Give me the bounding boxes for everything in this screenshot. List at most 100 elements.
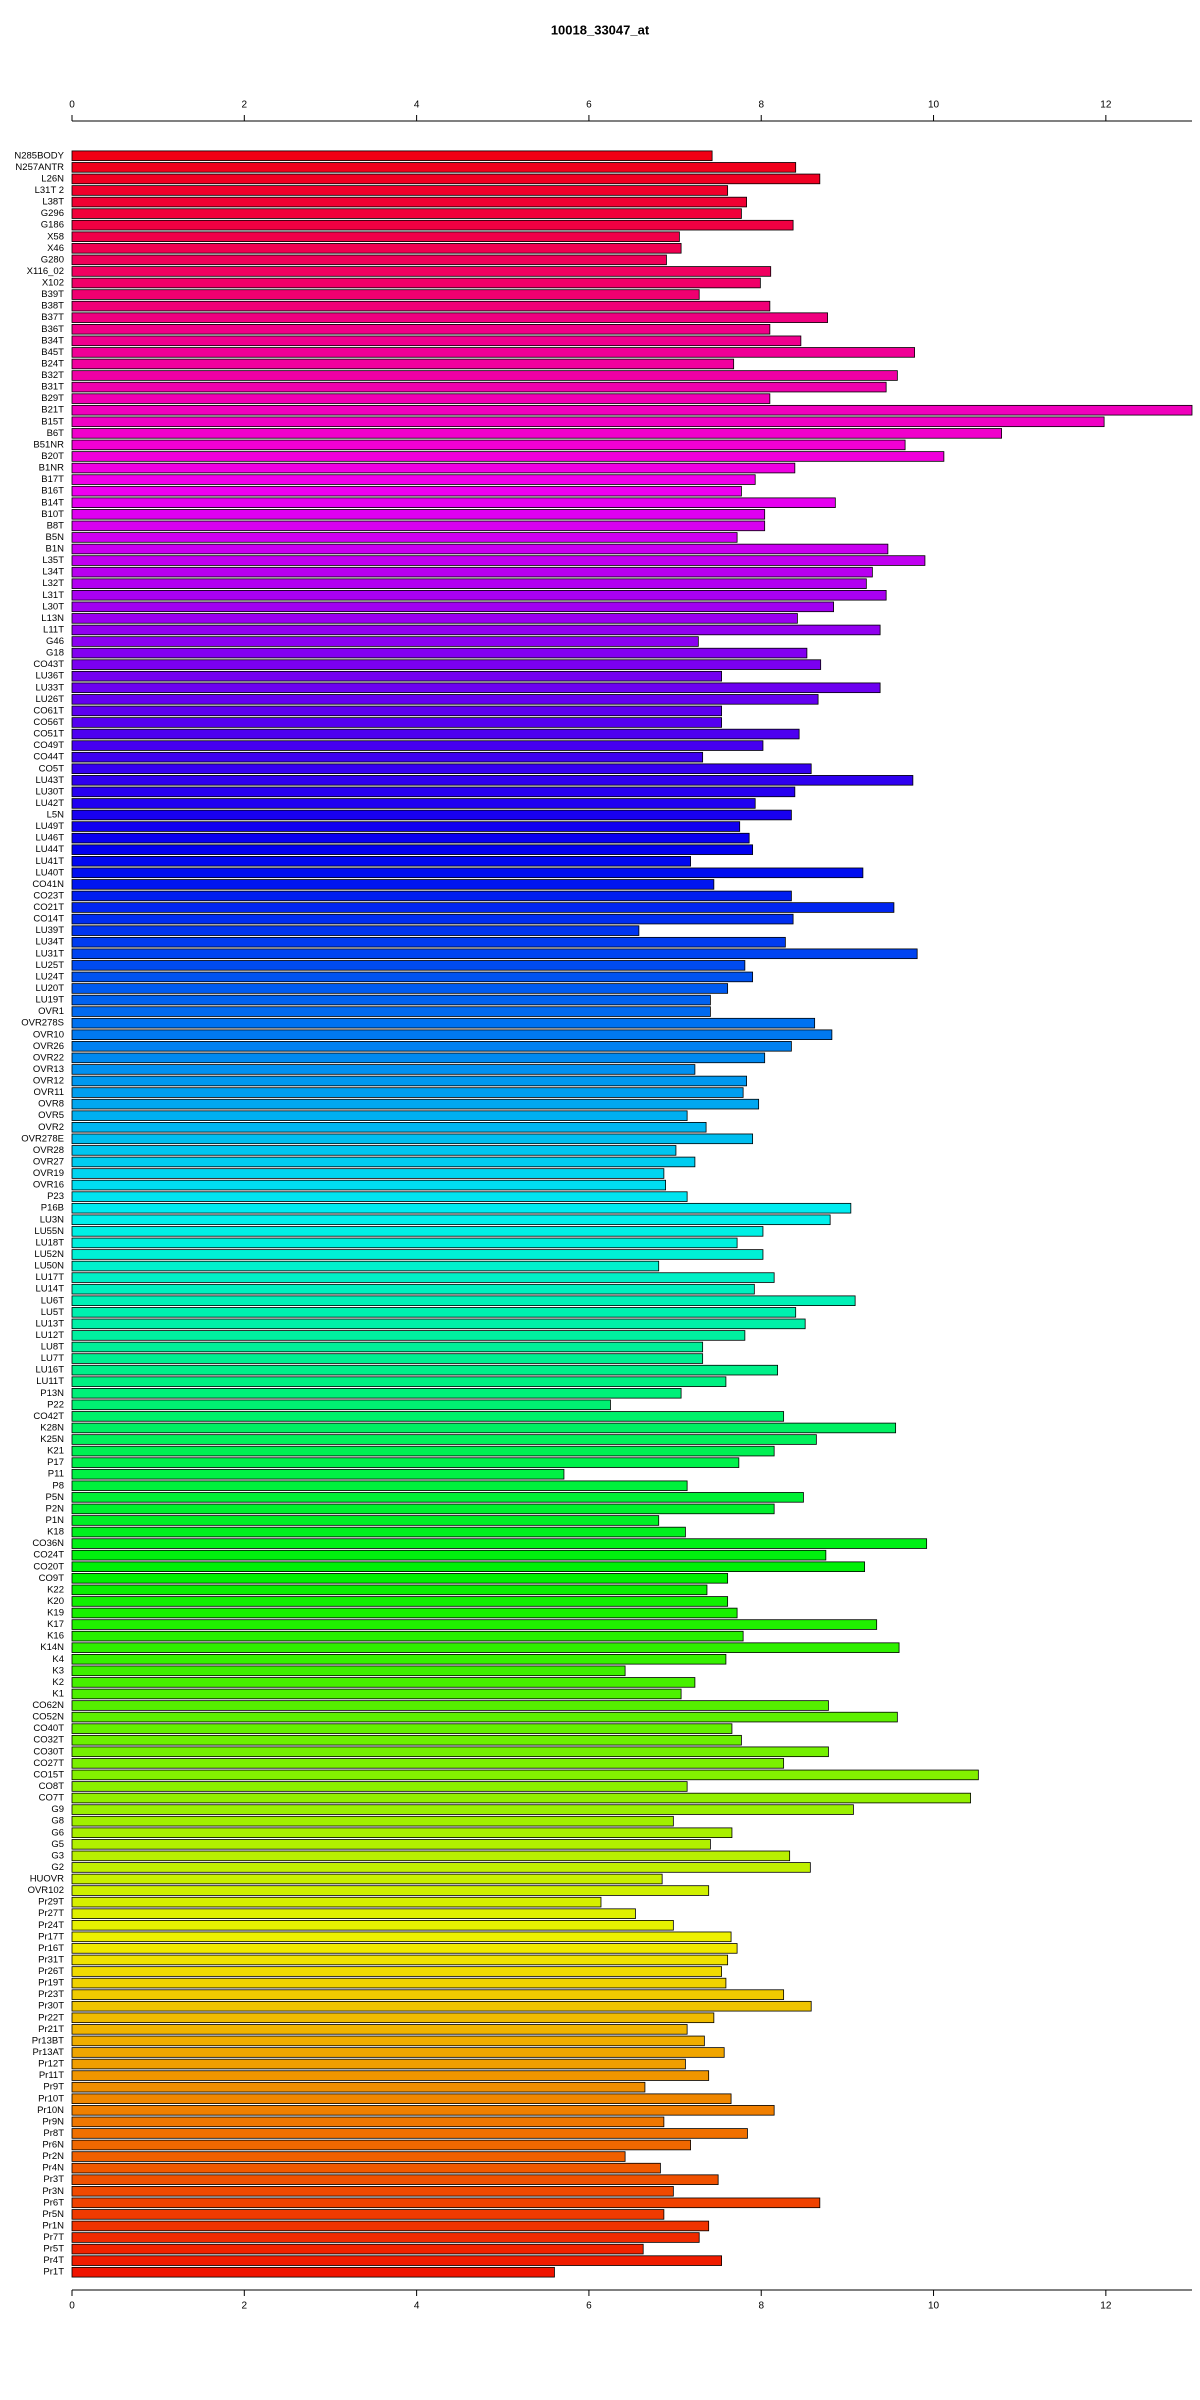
bar xyxy=(71,670,722,682)
bar xyxy=(71,647,808,659)
y-tick-label: K20 xyxy=(47,1596,64,1607)
bar xyxy=(71,1399,611,1411)
bar xyxy=(71,798,756,809)
bar xyxy=(71,1364,778,1376)
bar xyxy=(71,1896,602,1908)
bar xyxy=(71,1746,829,1758)
y-tick-label: X116_02 xyxy=(27,266,64,277)
y-tick-label: B39T xyxy=(41,289,64,300)
y-tick-label: OVR278S xyxy=(21,1018,64,1029)
bar xyxy=(71,451,945,462)
y-tick-label: OVR22 xyxy=(33,1052,64,1063)
bar xyxy=(71,856,691,867)
bar xyxy=(71,1503,775,1515)
y-tick-label: LU6T xyxy=(41,1295,64,1306)
bar xyxy=(71,763,812,774)
x-tick-label: 0 xyxy=(69,100,75,111)
y-tick-label: B32T xyxy=(41,370,64,381)
y-tick-label: OVR11 xyxy=(34,1087,64,1098)
y-tick-label: L5N xyxy=(47,810,65,821)
bar xyxy=(71,1827,733,1838)
bar xyxy=(71,1931,732,1943)
bar xyxy=(71,277,761,289)
y-tick-label: K17 xyxy=(47,1619,64,1630)
bar xyxy=(71,740,764,751)
y-tick-label: LU16T xyxy=(35,1365,64,1376)
y-tick-label: LU50N xyxy=(34,1261,64,1272)
bar xyxy=(71,925,640,936)
bar xyxy=(71,786,796,798)
bar xyxy=(71,601,834,613)
bar xyxy=(71,682,881,694)
y-tick-label: OVR26 xyxy=(33,1041,64,1052)
y-tick-label: L34T xyxy=(42,567,64,578)
bar xyxy=(71,775,914,786)
y-tick-label: K2 xyxy=(52,1677,64,1688)
bar xyxy=(71,728,800,740)
y-tick-label: LU43T xyxy=(35,775,64,786)
bar xyxy=(71,1758,785,1769)
y-tick-label: Pr4T xyxy=(43,2255,64,2266)
bar xyxy=(71,2243,644,2255)
bar xyxy=(71,1920,674,1931)
y-tick-label: B15T xyxy=(41,416,64,427)
bar xyxy=(71,1411,785,1422)
y-tick-label: Pr4N xyxy=(42,2163,64,2174)
y-tick-label: LU44T xyxy=(35,844,64,855)
y-tick-label: B14T xyxy=(41,497,64,508)
y-tick-label: Pr6T xyxy=(43,2197,64,2208)
y-tick-label: B16T xyxy=(41,486,64,497)
bar xyxy=(71,1283,755,1295)
y-tick-label: LU8T xyxy=(41,1342,64,1353)
bar xyxy=(71,1654,727,1665)
y-tick-label: Pr9N xyxy=(42,2116,64,2127)
y-tick-label: OVR102 xyxy=(28,1885,64,1896)
y-tick-label: B34T xyxy=(41,335,64,346)
y-tick-label: OVR278E xyxy=(21,1133,64,1144)
bar xyxy=(71,1422,897,1434)
x-tick-label: 12 xyxy=(1100,100,1112,111)
x-tick-label: 4 xyxy=(414,2301,420,2312)
bar xyxy=(71,266,772,277)
y-tick-label: CO61T xyxy=(33,705,64,716)
bar xyxy=(71,960,746,971)
bar xyxy=(71,717,722,728)
y-tick-label: CO49T xyxy=(33,740,64,751)
bar xyxy=(71,1769,979,1781)
bar xyxy=(71,2232,700,2243)
bar xyxy=(71,844,754,855)
y-tick-label: CO40T xyxy=(33,1723,64,1734)
bar xyxy=(71,1029,833,1040)
bar xyxy=(71,404,1193,416)
bar xyxy=(71,1989,785,2000)
y-tick-label: LU24T xyxy=(35,971,64,982)
bar xyxy=(71,1434,817,1445)
bar xyxy=(71,254,667,266)
y-tick-label: K4 xyxy=(52,1654,64,1665)
bar xyxy=(71,1642,900,1653)
y-tick-label: G8 xyxy=(51,1816,64,1827)
bar xyxy=(71,497,836,508)
y-tick-label: P2N xyxy=(46,1503,65,1514)
y-tick-label: OVR12 xyxy=(33,1076,64,1087)
bar xyxy=(71,890,792,902)
y-tick-label: Pr21T xyxy=(38,2024,64,2035)
bar xyxy=(71,1295,856,1306)
y-tick-label: K18 xyxy=(47,1527,64,1538)
y-tick-label: P16B xyxy=(41,1203,64,1214)
y-tick-label: X46 xyxy=(47,243,64,254)
bar xyxy=(71,2162,661,2174)
y-tick-label: CO9T xyxy=(39,1573,65,1584)
bar xyxy=(71,439,906,451)
bar xyxy=(71,624,881,636)
bar xyxy=(71,2151,626,2162)
y-tick-label: G46 xyxy=(46,636,64,647)
bar xyxy=(71,1041,792,1052)
y-tick-label: CO43T xyxy=(33,659,64,670)
y-tick-label: X58 xyxy=(47,231,64,242)
x-tick-label: 0 xyxy=(69,2301,75,2312)
y-tick-label: OVR5 xyxy=(38,1110,64,1121)
bar xyxy=(71,1700,829,1711)
bar xyxy=(71,983,729,994)
bar xyxy=(71,1815,674,1827)
